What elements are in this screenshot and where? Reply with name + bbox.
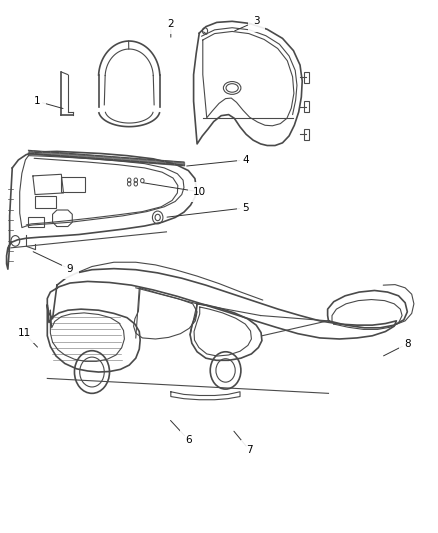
Text: 6: 6 (185, 435, 192, 445)
Text: 1: 1 (34, 96, 41, 106)
Bar (304, 129, 309, 140)
Text: 4: 4 (242, 155, 249, 165)
Text: 5: 5 (242, 203, 249, 213)
Text: 11: 11 (18, 328, 31, 338)
Text: 3: 3 (253, 17, 260, 26)
Text: 2: 2 (167, 19, 174, 29)
Text: 8: 8 (404, 339, 411, 349)
Bar (304, 101, 309, 112)
Text: 9: 9 (67, 264, 74, 274)
Bar (304, 72, 309, 83)
Text: 10: 10 (193, 187, 206, 197)
Text: 7: 7 (246, 446, 253, 455)
